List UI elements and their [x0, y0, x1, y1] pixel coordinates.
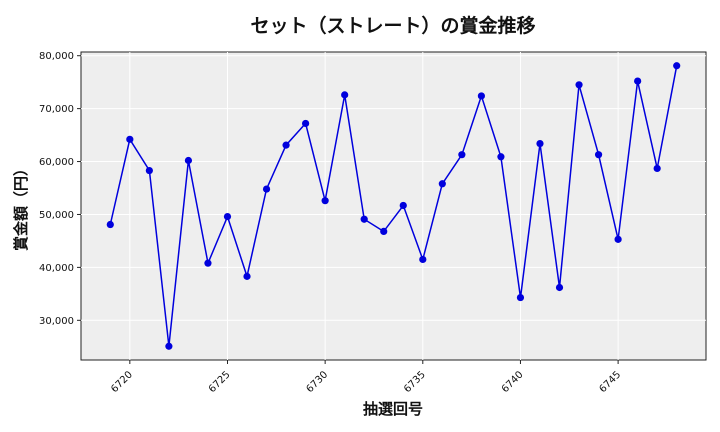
x-tick-label: 6735 [402, 369, 428, 395]
data-point [380, 228, 387, 235]
data-point [146, 167, 153, 174]
y-tick-label: 80,000 [39, 51, 74, 62]
data-point [126, 136, 133, 143]
data-point [497, 153, 504, 160]
chart-title: セット（ストレート）の賞金推移 [250, 14, 535, 37]
y-tick-label: 30,000 [39, 316, 74, 327]
data-point [654, 165, 661, 172]
x-tick-label: 6720 [109, 369, 135, 395]
data-point [185, 157, 192, 164]
y-axis-ticks: 30,000 40,000 50,000 60,000 70,000 80,000 [39, 51, 81, 327]
x-tick-label: 6730 [304, 369, 330, 395]
data-point [556, 284, 563, 291]
data-point [419, 256, 426, 263]
data-point [615, 236, 622, 243]
x-tick-label: 6745 [597, 369, 623, 395]
plot-area [81, 52, 706, 360]
data-point [361, 216, 368, 223]
data-point [439, 180, 446, 187]
data-point [634, 78, 641, 85]
data-point [595, 151, 602, 158]
y-tick-label: 60,000 [39, 157, 74, 168]
data-point [204, 260, 211, 267]
data-point [302, 120, 309, 127]
data-point [107, 221, 114, 228]
data-point [575, 81, 582, 88]
data-point [478, 92, 485, 99]
data-point [282, 142, 289, 149]
y-tick-label: 40,000 [39, 263, 74, 274]
data-point [243, 273, 250, 280]
data-point [165, 343, 172, 350]
data-point [673, 62, 680, 69]
data-point [263, 185, 270, 192]
x-tick-label: 6740 [500, 369, 526, 395]
x-tick-label: 6725 [207, 369, 233, 395]
y-axis-label: 賞金額（円） [12, 161, 30, 251]
y-tick-label: 50,000 [39, 210, 74, 221]
x-axis-ticks: 6720 6725 6730 6735 6740 6745 [109, 360, 623, 395]
y-tick-label: 70,000 [39, 104, 74, 115]
x-axis-label: 抽選回号 [363, 400, 423, 418]
data-point [322, 197, 329, 204]
data-point [400, 202, 407, 209]
data-point [341, 91, 348, 98]
data-point [458, 151, 465, 158]
data-point [536, 140, 543, 147]
data-point [224, 213, 231, 220]
data-point [517, 294, 524, 301]
